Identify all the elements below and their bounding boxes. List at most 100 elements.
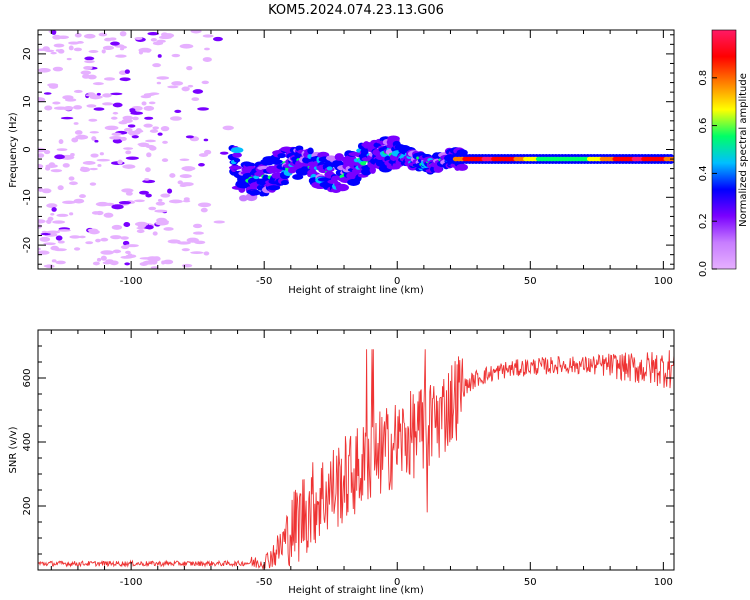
- noise-blob: [57, 240, 65, 244]
- noise-blob: [38, 163, 44, 169]
- noise-blob: [98, 32, 108, 37]
- noise-blob: [171, 53, 181, 58]
- noise-blob: [38, 187, 44, 192]
- noise-blob: [134, 129, 144, 133]
- noise-blob: [124, 69, 130, 74]
- band-blob: [456, 163, 468, 171]
- noise-blob: [88, 50, 99, 53]
- noise-blob: [156, 39, 166, 43]
- noise-blob: [60, 116, 74, 120]
- noise-blob: [68, 176, 75, 181]
- noise-blob: [191, 97, 200, 101]
- noise-blob: [181, 248, 190, 252]
- noise-blob: [200, 207, 208, 213]
- noise-blob: [71, 137, 79, 143]
- noise-blob: [123, 147, 134, 150]
- noise-blob: [174, 109, 182, 113]
- noise-blob: [110, 116, 118, 120]
- noise-blob: [157, 132, 163, 136]
- noise-blob: [48, 83, 59, 89]
- noise-blob: [127, 124, 136, 128]
- noise-blob: [122, 240, 130, 246]
- noise-blob: [202, 57, 212, 62]
- noise-blob: [52, 66, 64, 72]
- noise-blob: [134, 199, 145, 203]
- noise-blob: [69, 212, 74, 216]
- noise-blob: [83, 65, 93, 70]
- noise-blob: [41, 188, 52, 194]
- noise-blob: [163, 227, 174, 231]
- noise-blob: [143, 93, 155, 97]
- noise-blob: [44, 105, 53, 111]
- noise-blob: [102, 45, 115, 51]
- noise-blob: [176, 241, 191, 245]
- noise-blob: [93, 107, 105, 111]
- noise-blob: [69, 235, 81, 239]
- noise-blob: [103, 212, 114, 218]
- colorbar-tick-label: 0.6: [698, 118, 709, 134]
- noise-blob: [84, 56, 95, 61]
- colorbar-ticks: 0.0 0.2 0.4 0.6 0.8: [698, 70, 717, 277]
- noise-blob: [73, 122, 79, 125]
- noise-blob: [46, 203, 58, 208]
- noise-blob: [120, 245, 130, 250]
- noise-blob: [51, 259, 57, 263]
- figure-title: KOM5.2024.074.23.13.G06: [268, 3, 444, 18]
- noise-blob: [204, 47, 210, 51]
- noise-blob: [169, 173, 176, 178]
- colorbar-gradient: [712, 30, 736, 269]
- noise-blob: [145, 139, 157, 143]
- noise-blob: [85, 94, 98, 97]
- noise-blob: [110, 235, 122, 240]
- band-core: [326, 166, 333, 171]
- noise-blob: [152, 231, 158, 236]
- noise-blob: [84, 60, 95, 64]
- noise-blob: [100, 237, 109, 242]
- noise-blob: [203, 251, 210, 256]
- noise-blob: [92, 82, 104, 86]
- noise-blob: [125, 191, 133, 196]
- noise-blob: [101, 49, 106, 54]
- noise-blob: [119, 47, 125, 51]
- colorbar-label: Normalized spectral amplitude: [738, 73, 749, 227]
- band-blob: [228, 165, 242, 170]
- noise-blob: [150, 266, 159, 269]
- noise-blob: [89, 131, 99, 134]
- noise-blob: [109, 135, 123, 140]
- noise-blob: [68, 45, 74, 51]
- noise-blob: [88, 118, 98, 122]
- noise-blob: [160, 193, 171, 198]
- noise-blob: [104, 202, 115, 207]
- noise-blob: [125, 156, 139, 160]
- y-tick-label: 0: [22, 146, 33, 152]
- noise-blob: [58, 139, 64, 145]
- noise-blob: [183, 167, 194, 172]
- y-tick-label: -10: [22, 189, 33, 205]
- x-tick-label: 100: [654, 577, 673, 588]
- noise-blob: [145, 193, 152, 198]
- noise-blob: [43, 242, 56, 246]
- noise-blob: [157, 54, 162, 58]
- colorbar-tick-label: 0.4: [698, 165, 709, 181]
- band-blob: [270, 159, 283, 165]
- noise-blob: [136, 229, 145, 234]
- noise-blob: [127, 253, 133, 258]
- noise-blob: [89, 182, 97, 186]
- noise-blob: [102, 93, 112, 98]
- noise-blob: [91, 136, 97, 141]
- noise-blob: [122, 164, 136, 169]
- noise-blob: [124, 262, 131, 266]
- snr-ticks: -100 -50 0 50 100 200 400 600: [22, 330, 674, 588]
- noise-blob: [170, 116, 182, 121]
- noise-blob: [135, 221, 149, 227]
- noise-blob: [38, 219, 46, 224]
- spectrogram-xlabel: Height of straight line (km): [288, 285, 424, 296]
- noise-blob: [187, 84, 194, 88]
- noise-blob: [53, 248, 67, 252]
- x-tick-label: -100: [120, 577, 143, 588]
- colorbar-tick-label: 0.2: [698, 213, 709, 229]
- y-tick-label: 10: [22, 95, 33, 108]
